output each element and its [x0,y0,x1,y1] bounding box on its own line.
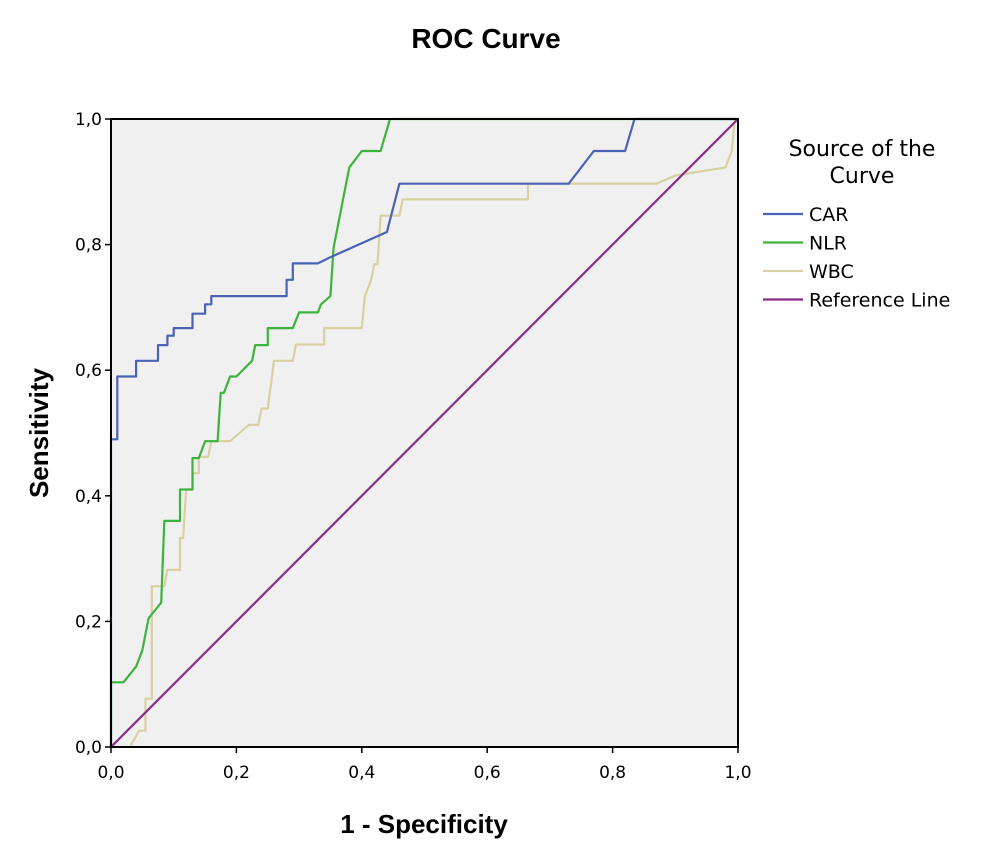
y-tick-label: 0,4 [75,487,102,507]
legend-label-car: CAR [809,204,848,226]
y-tick-label: 0,6 [75,361,102,381]
x-axis: 0,0 0,2 0,4 0,6 0,8 1,0 [97,747,752,783]
legend-title-line-2: Curve [830,164,895,189]
y-tick-label: 0,0 [75,738,102,758]
legend-label-reference-line: Reference Line [809,290,950,312]
x-tick-label: 0,8 [599,763,626,783]
legend-label-nlr: NLR [809,233,847,255]
series-line-car [109,117,738,747]
x-tick-label: 0,2 [223,763,250,783]
y-tick-label: 0,2 [75,612,102,632]
series-line-reference-line [110,118,739,748]
y-tick-label: 1,0 [75,110,102,130]
y-axis: 0,0 0,2 0,4 0,6 0,8 1,0 [75,110,111,758]
chart-title: ROC Curve [411,23,560,54]
series-layer [109,117,739,748]
x-tick-label: 0,6 [474,763,501,783]
series-line-nlr [109,117,738,747]
legend: Source of the Curve CAR NLR WBC Reference L… [763,137,950,312]
x-tick-label: 1,0 [724,763,751,783]
x-tick-label: 0,0 [97,763,124,783]
series-line-wbc [128,118,736,748]
legend-title-line-1: Source of the [789,137,936,162]
legend-items: CAR NLR WBC Reference Line [763,204,950,312]
legend-label-wbc: WBC [809,261,854,283]
plot-border [110,118,739,748]
x-tick-label: 0,4 [348,763,375,783]
y-tick-label: 0,8 [75,236,102,256]
y-axis-title: Sensitivity [24,367,54,498]
x-axis-title: 1 - Specificity [340,809,508,839]
